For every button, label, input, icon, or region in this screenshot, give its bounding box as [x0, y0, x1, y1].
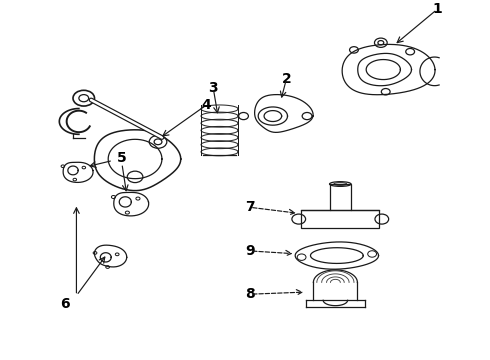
Text: 5: 5: [117, 151, 127, 165]
Text: 4: 4: [201, 98, 211, 112]
Text: 8: 8: [245, 287, 255, 301]
Text: 9: 9: [245, 244, 255, 258]
Bar: [330, 184, 351, 210]
Text: 6: 6: [60, 297, 70, 311]
Text: 2: 2: [282, 72, 292, 86]
Text: 3: 3: [208, 81, 218, 95]
Text: 1: 1: [432, 3, 442, 17]
Bar: [301, 210, 379, 228]
Text: 7: 7: [245, 200, 255, 214]
